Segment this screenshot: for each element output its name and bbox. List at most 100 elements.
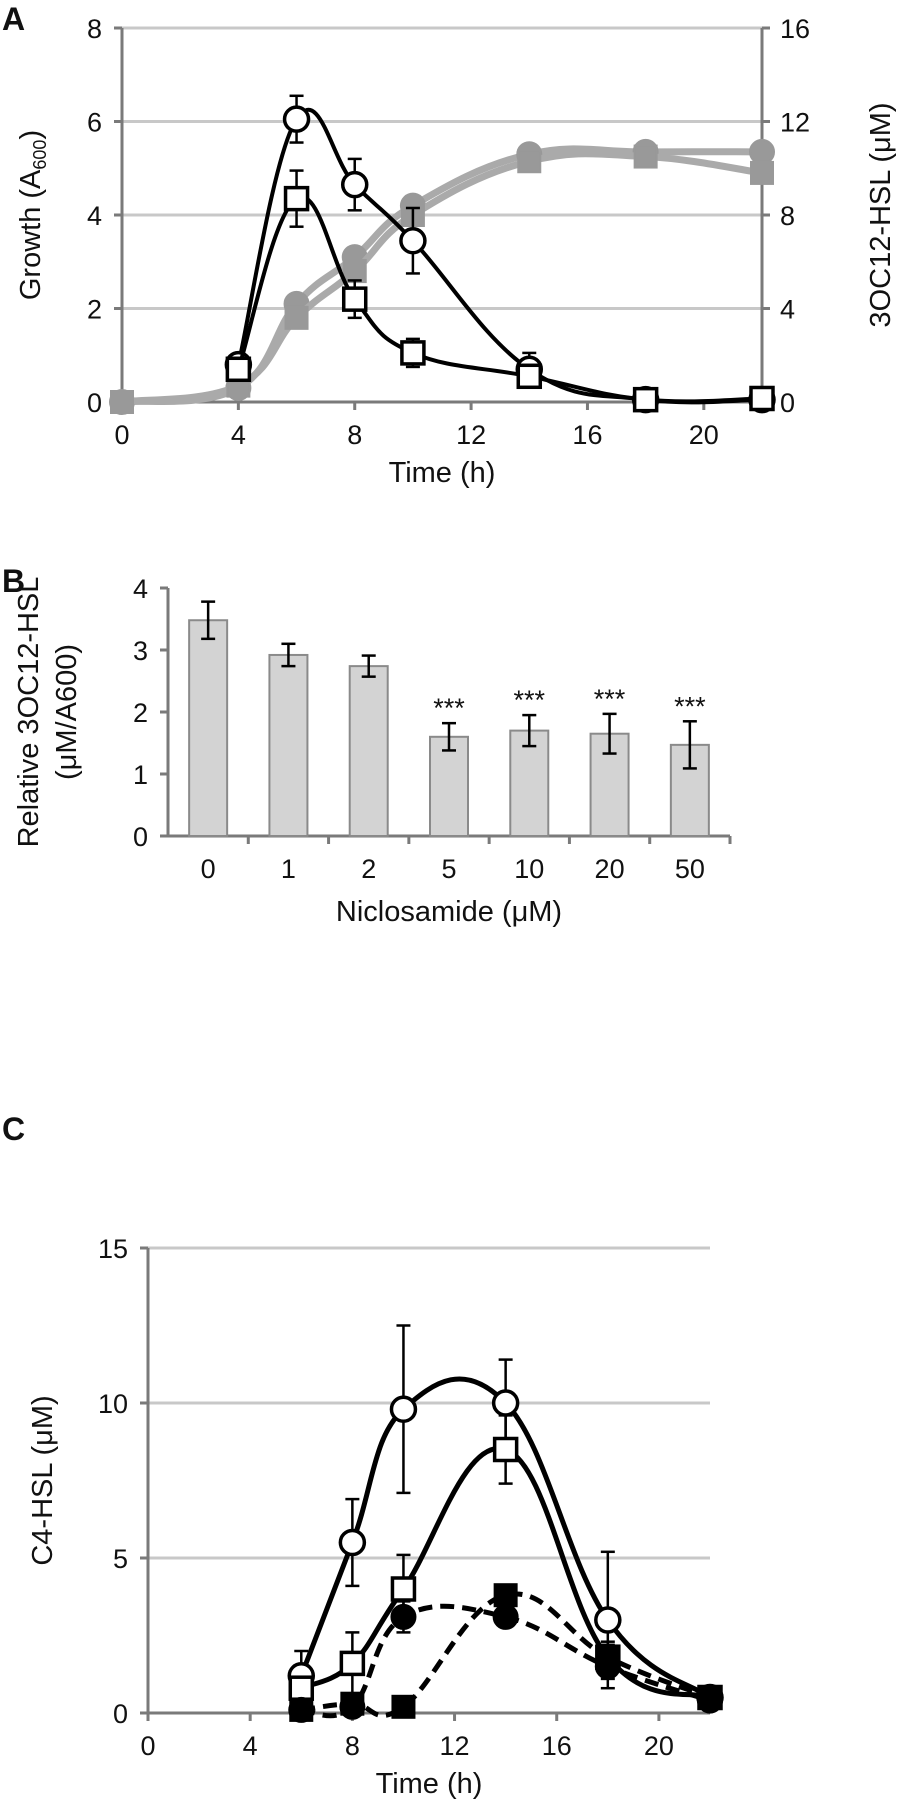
data-point <box>594 1606 622 1634</box>
data-point <box>516 363 543 390</box>
x-tick-label: 0 <box>140 1731 155 1761</box>
y-tick-label: 5 <box>113 1544 128 1574</box>
significance-label: *** <box>433 693 465 723</box>
data-point <box>517 149 542 174</box>
data-point <box>389 1395 418 1423</box>
y-axis-label: C4-HSL (μM) <box>27 1395 59 1565</box>
x-axis-label: Niclosamide (μM) <box>336 896 562 928</box>
x-axis-label: Time (h) <box>376 1768 483 1800</box>
y-tick-label: 4 <box>87 201 102 231</box>
panel-label: A <box>2 1 25 37</box>
x-tick-label: 20 <box>689 420 719 450</box>
data-point <box>390 1603 417 1630</box>
data-point <box>289 1697 314 1722</box>
y-tick-label: 0 <box>133 822 148 852</box>
x-tick-label: 16 <box>542 1731 572 1761</box>
y2-axis-label: 3OC12-HSL (μM) <box>865 102 897 327</box>
data-point <box>595 1645 620 1670</box>
x-tick-label: 2 <box>361 854 376 884</box>
significance-label: *** <box>594 684 626 714</box>
y-tick-label: 8 <box>87 14 102 44</box>
bar <box>429 735 469 837</box>
data-point <box>492 1603 519 1630</box>
data-point <box>283 185 310 212</box>
data-point <box>491 1389 520 1417</box>
x-tick-label: 8 <box>347 420 362 450</box>
data-point <box>749 385 775 412</box>
x-tick-label: 8 <box>345 1731 360 1761</box>
y-tick-label: 1 <box>133 760 148 790</box>
data-point <box>225 356 252 383</box>
data-point <box>342 259 367 284</box>
data-point <box>338 1528 367 1557</box>
data-point <box>633 144 658 169</box>
significance-label: *** <box>674 691 706 721</box>
panel-b: B 0 1 2 3 4 0 1 2 *** 5 *** 10 *** 20 *** 50 Niclosamide … <box>2 563 732 928</box>
y-tick-label: 0 <box>87 388 102 418</box>
panel-label: B <box>2 563 25 599</box>
y-tick-label: 15 <box>98 1234 128 1264</box>
y-axis-label-units: (μM/A600) <box>51 644 83 780</box>
x-tick-label: 12 <box>456 420 486 450</box>
x-tick-label: 0 <box>114 420 129 450</box>
bar <box>509 729 550 837</box>
data-point <box>400 340 426 366</box>
x-tick-label: 50 <box>675 854 705 884</box>
y-tick-label: 0 <box>113 1699 128 1729</box>
x-tick-label: 0 <box>201 854 216 884</box>
data-point <box>284 305 309 330</box>
series-filled-square <box>289 1583 722 1722</box>
data-point <box>110 390 134 414</box>
data-point <box>632 386 659 413</box>
x-tick-label: 1 <box>281 854 296 884</box>
x-tick-label: 4 <box>243 1731 258 1761</box>
data-point <box>340 1691 365 1716</box>
bar <box>348 665 389 837</box>
x-tick-label: 16 <box>572 420 602 450</box>
panel-label: C <box>2 1111 25 1147</box>
bar <box>268 653 309 838</box>
y-tick-label: 2 <box>87 295 102 325</box>
data-point <box>341 286 368 312</box>
data-point <box>391 1694 416 1719</box>
x-axis-label: Time (h) <box>389 457 496 489</box>
data-point <box>288 1675 315 1701</box>
y-tick-label: 6 <box>87 108 102 138</box>
y-tick-label: 2 <box>133 698 148 728</box>
x-tick-label: 10 <box>514 854 544 884</box>
data-point <box>399 226 427 255</box>
y2-tick-label: 0 <box>780 388 795 418</box>
y2-tick-label: 4 <box>780 295 795 325</box>
x-tick-label: 4 <box>231 420 246 450</box>
bar <box>188 619 229 837</box>
x-tick-label: 12 <box>440 1731 470 1761</box>
y-axis-label: Relative 3OC12-HSL <box>13 577 45 848</box>
series-hsl-square <box>225 169 775 413</box>
data-point <box>339 1650 366 1677</box>
data-point <box>492 1436 519 1463</box>
x-tick-label: 5 <box>441 854 456 884</box>
data-point <box>340 170 369 199</box>
y-axis-label: Growth (A600) <box>15 130 50 300</box>
data-point <box>698 1685 722 1710</box>
y2-tick-label: 16 <box>780 14 810 44</box>
data-point <box>390 1576 417 1602</box>
y-tick-label: 3 <box>133 636 148 666</box>
bar <box>589 732 630 838</box>
significance-label: *** <box>514 685 546 715</box>
y-tick-label: 10 <box>98 1389 128 1419</box>
panel-c: C 0 5 10 15 0 4 8 12 16 20 Time (h) C4-HSL (μM) <box>2 1111 724 1800</box>
y2-tick-label: 12 <box>780 108 810 138</box>
data-point <box>750 160 774 185</box>
series-open-square <box>288 1414 723 1711</box>
x-tick-label: 20 <box>644 1731 674 1761</box>
y2-tick-label: 8 <box>780 201 795 231</box>
x-tick-label: 20 <box>595 854 625 884</box>
y-tick-label: 4 <box>133 574 148 604</box>
series-hsl-circle <box>224 94 776 414</box>
data-point <box>493 1583 518 1608</box>
data-point <box>282 105 311 133</box>
data-point <box>749 138 775 165</box>
